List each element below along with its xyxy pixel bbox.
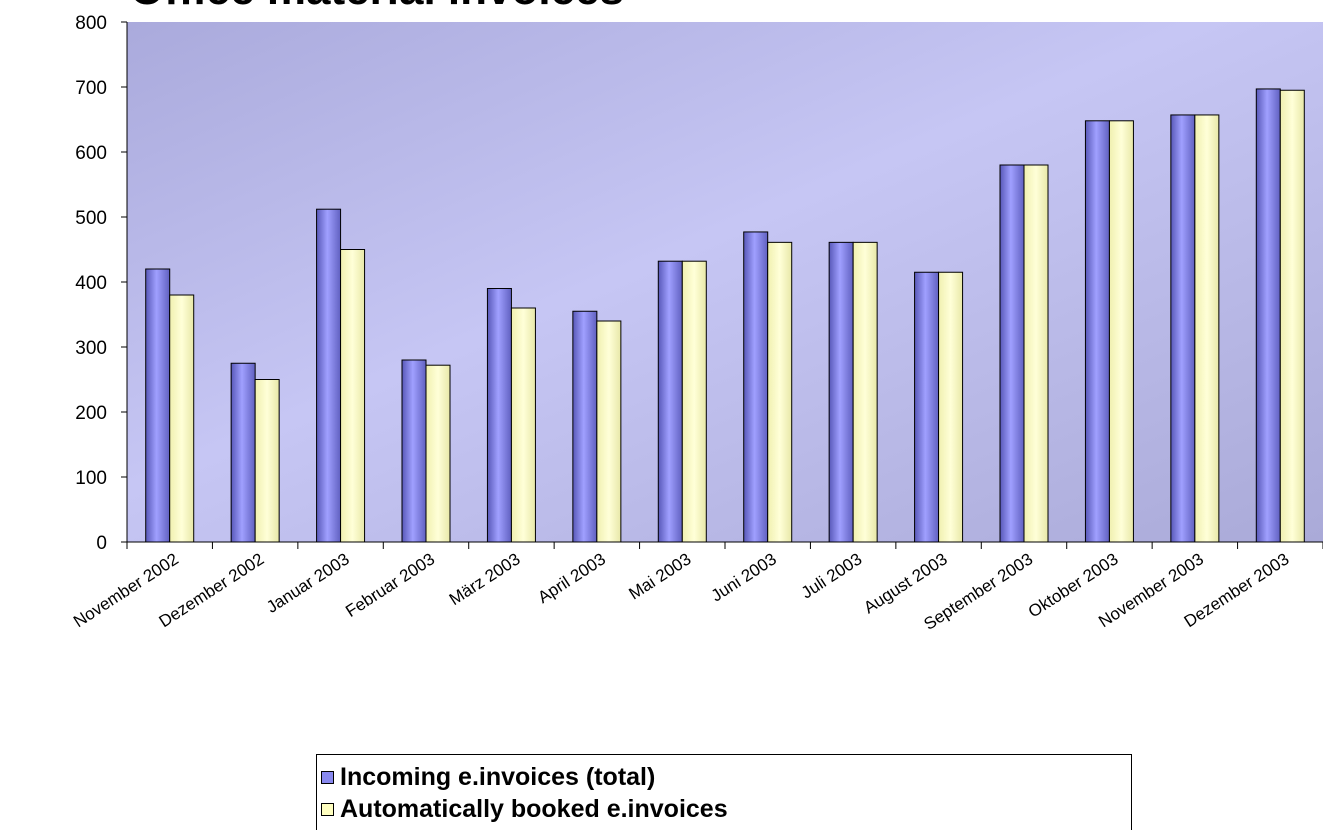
bar-incoming: [828, 241, 854, 543]
bar-booked: [938, 271, 964, 543]
legend-label-booked: Automatically booked e.invoices: [340, 794, 728, 823]
bar-incoming: [657, 260, 683, 543]
plot-area: [127, 22, 1323, 542]
bar-booked: [1194, 114, 1220, 543]
y-tick-label: 700: [75, 78, 107, 99]
y-tick-label: 600: [75, 143, 107, 164]
legend-swatch-booked: [321, 802, 334, 816]
bar-incoming: [145, 268, 171, 543]
bar-booked: [1023, 164, 1049, 543]
bar-incoming: [999, 164, 1025, 543]
x-tick-label: Februar 2003: [342, 549, 438, 621]
legend-item-booked: Automatically booked e.invoices: [321, 793, 1131, 825]
bar-incoming: [230, 362, 256, 543]
bar-booked: [681, 260, 707, 543]
x-tick-label: Juli 2003: [798, 549, 865, 602]
bar-incoming: [572, 310, 598, 543]
bar-incoming: [743, 231, 769, 543]
chart-title: Office material invoices: [130, 0, 624, 14]
bar-incoming: [486, 288, 512, 543]
bar-incoming: [1084, 120, 1110, 543]
y-tick-label: 800: [75, 13, 107, 34]
bar-booked: [254, 379, 280, 543]
y-tick-label: 0: [96, 533, 107, 554]
y-tick-label: 500: [75, 208, 107, 229]
bar-booked: [340, 249, 366, 543]
bar-booked: [596, 320, 622, 543]
bar-booked: [852, 241, 878, 543]
x-tick-label: März 2003: [446, 549, 524, 609]
bar-booked: [510, 307, 536, 543]
bar-booked: [1108, 120, 1134, 543]
bar-booked: [767, 241, 793, 543]
bar-incoming: [401, 359, 427, 543]
y-tick-label: 300: [75, 338, 107, 359]
y-tick-label: 400: [75, 273, 107, 294]
bar-incoming: [914, 271, 940, 543]
bar-chart: Office material invoices 0 100 200 300 400 50…: [70, 0, 1323, 634]
legend-label-incoming: Incoming e.invoices (total): [340, 762, 656, 791]
bar-booked: [169, 294, 195, 543]
x-tick-label: Januar 2003: [263, 549, 353, 616]
bar-booked: [425, 364, 451, 543]
legend: Incoming e.invoices (total) Automaticall…: [316, 754, 1132, 830]
bar-incoming: [316, 208, 342, 543]
x-tick-label: Mai 2003: [625, 549, 694, 603]
bar-incoming: [1170, 114, 1196, 543]
legend-item-incoming: Incoming e.invoices (total): [321, 761, 1131, 793]
y-tick-label: 200: [75, 403, 107, 424]
legend-swatch-incoming: [321, 770, 334, 784]
bar-booked: [1279, 89, 1305, 543]
y-tick-label: 100: [75, 468, 107, 489]
x-tick-label: Juni 2003: [708, 549, 780, 605]
bar-incoming: [1255, 88, 1281, 543]
x-tick-label: April 2003: [534, 549, 609, 607]
